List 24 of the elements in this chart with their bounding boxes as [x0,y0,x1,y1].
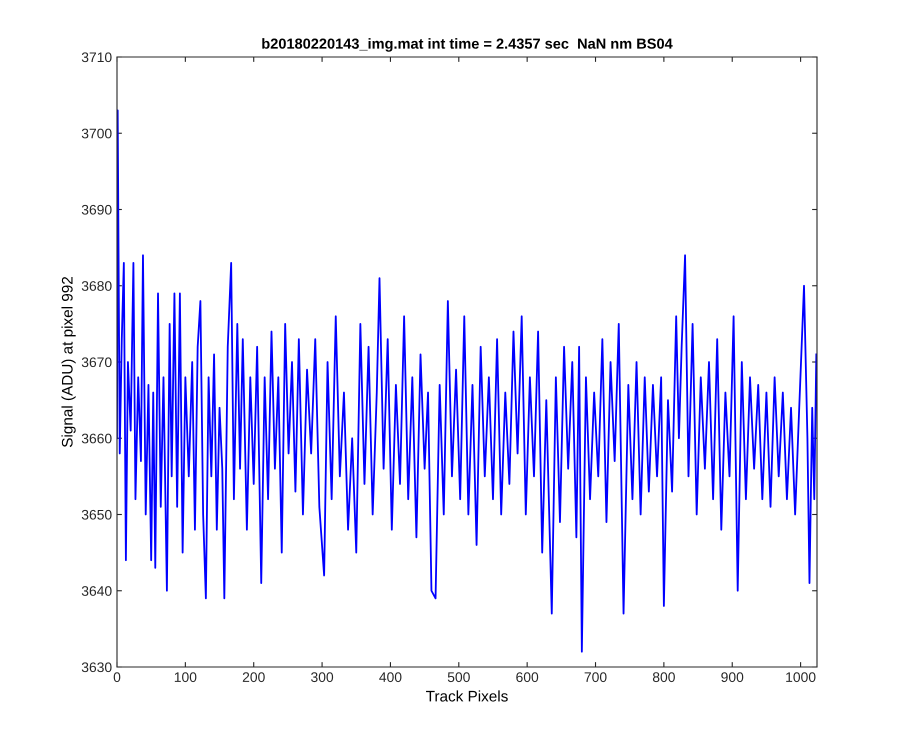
x-axis-title: Track Pixels [426,690,508,702]
line-series [117,109,817,653]
y-tick-label: 3650 [82,510,112,520]
y-tick-label: 3670 [82,357,112,368]
x-tick-label: 300 [311,672,334,682]
y-axis-title: Signal (ADU) at pixel 992 [61,276,76,448]
y-tick-label: 3690 [82,204,112,215]
x-tick-label: 700 [584,672,607,682]
x-tick-label: 600 [516,672,538,682]
y-tick-label: 3630 [82,662,112,672]
x-tick-label: 400 [379,672,402,682]
chart-title: b20180220143_img.mat int time = 2.4357 sec NaN nm BS04 [262,38,673,52]
x-tick-label: 500 [448,672,470,682]
x-tick-label: 1000 [786,672,816,682]
x-tick-label: 200 [242,672,265,682]
x-tick-label: 800 [652,672,675,682]
y-tick-label: 3710 [82,52,112,62]
y-tick-label: 3680 [82,281,112,291]
x-tick-label: 0 [114,672,120,682]
y-tick-label: 3700 [82,128,112,138]
x-tick-label: 900 [721,672,744,682]
y-tick-label: 3640 [82,586,112,596]
x-tick-label: 100 [174,672,196,682]
y-tick-label: 3660 [82,434,112,444]
